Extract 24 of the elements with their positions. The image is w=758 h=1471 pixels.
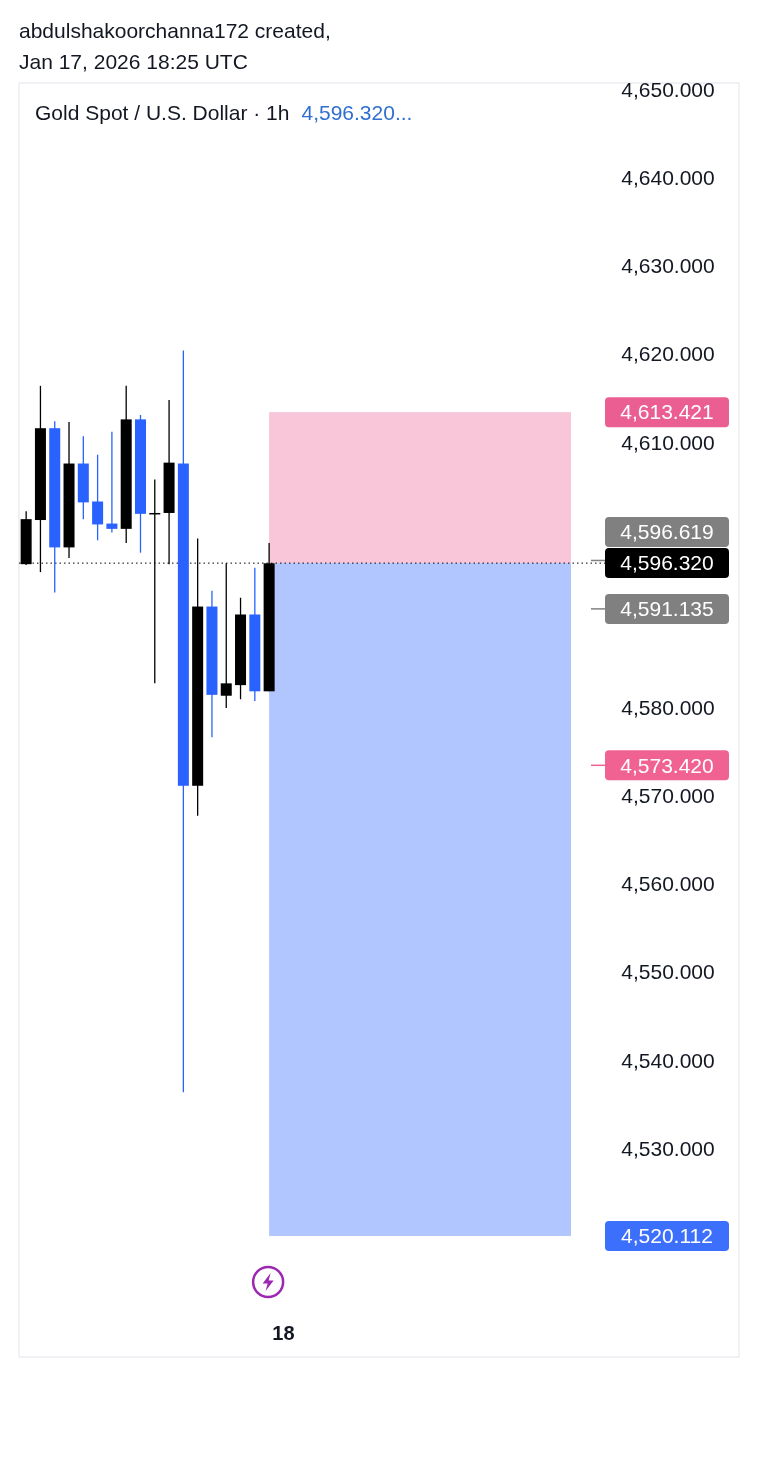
x-tick-label: 18	[272, 1322, 295, 1344]
text: Gold Spot / U.S. Dollar · 1h	[35, 101, 290, 124]
text: 4,596.320...	[301, 101, 413, 124]
y-tick-label: 4,630.000	[621, 254, 715, 278]
ref-line-label: 4,591.135	[620, 597, 714, 621]
band-label: 4,520.112	[621, 1224, 713, 1248]
text: abdulshakoorchanna172 created,	[19, 19, 331, 42]
y-tick-label: 4,560.000	[621, 872, 715, 896]
y-tick-label: 4,610.000	[621, 430, 715, 454]
y-tick-label: 4,540.000	[621, 1048, 715, 1072]
y-tick-label: 4,570.000	[621, 783, 715, 807]
ref-line-label: 4,573.420	[620, 753, 714, 777]
candlestick	[106, 431, 118, 534]
ref-line-label: 4,596.320	[620, 551, 714, 575]
y-tick-label: 4,650.000	[621, 77, 715, 101]
y-tick-label: 4,580.000	[621, 695, 715, 719]
ref-line-label: 4,596.619	[620, 520, 714, 544]
y-tick-label: 4,640.000	[621, 165, 715, 189]
y-tick-label: 4,620.000	[621, 342, 715, 366]
band-label: 4,613.421	[620, 400, 714, 424]
candlestick	[92, 454, 104, 541]
text: Jan 17, 2026 18:25 UTC	[19, 50, 248, 73]
y-tick-label: 4,530.000	[621, 1136, 715, 1160]
y-tick-label: 4,550.000	[621, 960, 715, 984]
